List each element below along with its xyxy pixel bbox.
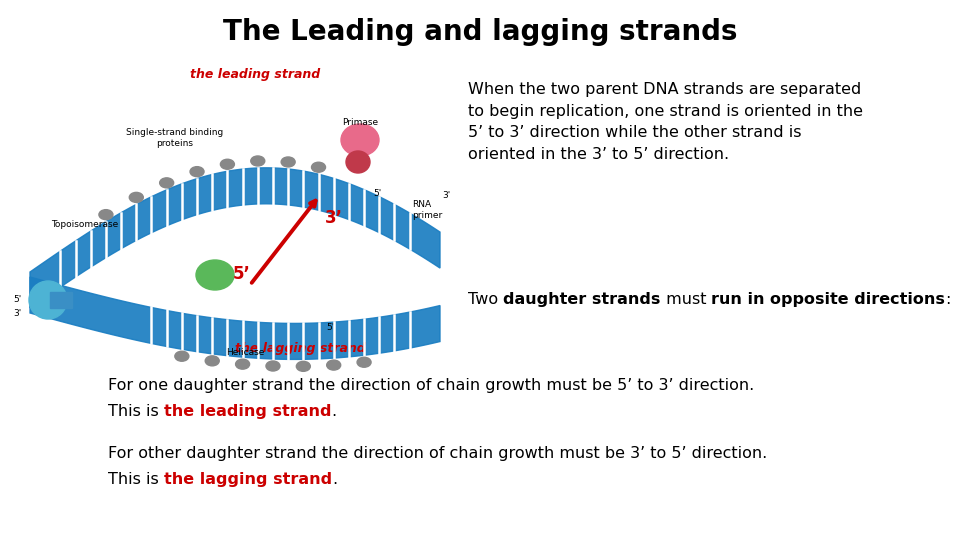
Text: 5': 5' (13, 295, 22, 305)
Text: When the two parent DNA strands are separated
to begin replication, one strand i: When the two parent DNA strands are sepa… (468, 82, 863, 162)
Text: 3': 3' (442, 191, 450, 199)
Text: 5': 5' (325, 323, 334, 333)
Text: opposite directions: opposite directions (770, 292, 946, 307)
Ellipse shape (341, 124, 379, 156)
Text: Two: Two (468, 292, 503, 307)
Ellipse shape (281, 157, 295, 167)
Ellipse shape (159, 178, 174, 188)
Text: For one daughter strand the direction of chain growth must be 5’ to 3’ direction: For one daughter strand the direction of… (108, 378, 755, 393)
Text: RNA
primer: RNA primer (412, 200, 443, 220)
Ellipse shape (357, 357, 372, 367)
Text: Helicase: Helicase (226, 348, 264, 357)
Text: daughter strands: daughter strands (503, 292, 660, 307)
Ellipse shape (29, 281, 67, 319)
Ellipse shape (190, 167, 204, 177)
Text: the lagging strand: the lagging strand (234, 342, 366, 355)
Text: run in: run in (711, 292, 770, 307)
Text: Single-strand binding
proteins: Single-strand binding proteins (127, 128, 224, 148)
Polygon shape (30, 277, 440, 360)
Text: Topoisomerase: Topoisomerase (52, 220, 119, 229)
Text: 5': 5' (372, 188, 381, 198)
Text: 3': 3' (13, 309, 22, 319)
Ellipse shape (346, 151, 370, 173)
Ellipse shape (311, 162, 325, 172)
Ellipse shape (326, 360, 341, 370)
Text: 5’: 5’ (233, 265, 251, 283)
Polygon shape (30, 168, 440, 308)
Ellipse shape (175, 351, 189, 361)
Text: the lagging strand: the lagging strand (164, 472, 332, 487)
Text: The Leading and lagging strands: The Leading and lagging strands (223, 18, 737, 46)
Bar (50, 292, 72, 308)
Text: This is: This is (108, 404, 164, 419)
Ellipse shape (235, 359, 250, 369)
Text: the leading strand: the leading strand (190, 68, 320, 81)
Ellipse shape (196, 260, 234, 290)
Text: must: must (660, 292, 711, 307)
Text: the leading strand: the leading strand (164, 404, 331, 419)
Text: Primase: Primase (342, 118, 378, 127)
Ellipse shape (205, 356, 219, 366)
Text: This is: This is (108, 472, 164, 487)
Ellipse shape (251, 156, 265, 166)
Text: 3’: 3’ (325, 209, 343, 227)
Text: For other daughter strand the direction of chain growth must be 3’ to 5’ directi: For other daughter strand the direction … (108, 446, 767, 461)
Ellipse shape (130, 192, 143, 202)
Ellipse shape (266, 361, 280, 371)
Text: .: . (332, 472, 337, 487)
Text: :: : (946, 292, 950, 307)
Ellipse shape (297, 361, 310, 372)
Text: .: . (331, 404, 337, 419)
Ellipse shape (221, 159, 234, 169)
Ellipse shape (99, 210, 113, 220)
